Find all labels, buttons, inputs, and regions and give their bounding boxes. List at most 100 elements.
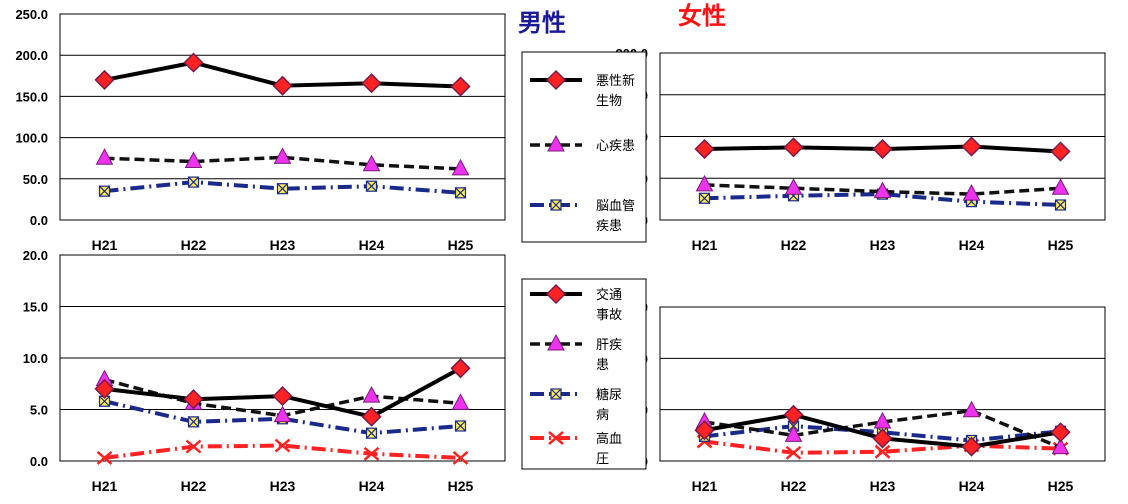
data-point bbox=[694, 420, 715, 441]
x-tick-label: H24 bbox=[359, 478, 385, 494]
legend-marker bbox=[548, 431, 564, 445]
data-point bbox=[784, 178, 803, 195]
data-point bbox=[361, 406, 382, 427]
x-tick-label: H25 bbox=[448, 478, 474, 494]
legend-label: 交通 bbox=[596, 287, 622, 302]
x-tick-label: H24 bbox=[959, 237, 985, 253]
legend-box bbox=[521, 278, 647, 470]
legend-label: 患 bbox=[596, 357, 609, 372]
legend-label: 悪性新 bbox=[596, 73, 635, 88]
data-point bbox=[694, 138, 715, 160]
legend-marker bbox=[550, 388, 562, 400]
x-tick-label: H23 bbox=[270, 237, 296, 253]
data-point bbox=[452, 450, 469, 465]
data-point bbox=[363, 446, 380, 461]
data-point bbox=[785, 445, 802, 460]
series-line bbox=[704, 424, 1061, 443]
legend-item: 心疾患 bbox=[530, 134, 635, 153]
data-point bbox=[1050, 422, 1071, 443]
data-point bbox=[362, 386, 381, 403]
x-tick-label: H23 bbox=[870, 478, 896, 494]
data-point bbox=[872, 428, 893, 449]
x-tick-label: H24 bbox=[359, 237, 385, 253]
legend-label: 圧 bbox=[596, 451, 609, 466]
plot-area bbox=[659, 306, 1106, 462]
data-point bbox=[873, 181, 892, 199]
x-tick-label: H24 bbox=[959, 478, 985, 494]
x-tick-label: H23 bbox=[270, 478, 296, 494]
series-line bbox=[704, 439, 1061, 455]
data-point bbox=[695, 174, 714, 192]
data-point bbox=[183, 389, 204, 410]
x-tick-label: H22 bbox=[181, 478, 207, 494]
series-3 bbox=[98, 176, 467, 199]
y-tick-label: 50.0 bbox=[23, 172, 48, 187]
data-point bbox=[961, 436, 982, 457]
legend-item: 糖尿病 bbox=[530, 387, 622, 422]
legend-marker bbox=[547, 134, 565, 152]
legend-label: 心疾患 bbox=[596, 138, 635, 153]
series-1 bbox=[694, 404, 1071, 457]
series-2 bbox=[695, 174, 1070, 201]
legend-marker bbox=[545, 69, 567, 91]
legend-label: 事故 bbox=[596, 307, 622, 322]
data-point bbox=[961, 136, 982, 157]
female-label: 女性 bbox=[678, 2, 726, 30]
data-point bbox=[962, 184, 981, 201]
legend-label: 高血 bbox=[596, 431, 622, 446]
legend-item: 肝疾患 bbox=[530, 333, 622, 372]
series-1 bbox=[94, 358, 471, 427]
legend-label: 生物 bbox=[596, 93, 622, 108]
data-point bbox=[365, 427, 378, 439]
y-tick-label: 100.0 bbox=[15, 131, 48, 146]
data-point bbox=[1054, 199, 1067, 211]
data-point bbox=[276, 183, 289, 195]
data-point bbox=[273, 147, 292, 164]
chart-male-major: 0.0 50.0 100.0 150.0 200.0 250.0 H21 H22 H23 H24 H… bbox=[15, 7, 506, 253]
data-point bbox=[962, 400, 981, 418]
x-tick-label: H21 bbox=[692, 478, 718, 494]
x-tick-label: H21 bbox=[92, 478, 118, 494]
x-tick-label: H23 bbox=[870, 237, 896, 253]
series-2 bbox=[95, 147, 470, 176]
data-point bbox=[94, 69, 115, 90]
legend-label: 肝疾 bbox=[596, 337, 622, 352]
data-point bbox=[272, 386, 293, 407]
data-point bbox=[874, 444, 891, 459]
data-point bbox=[96, 450, 113, 465]
y-tick-label: 0.0 bbox=[30, 454, 48, 469]
data-point bbox=[450, 76, 471, 97]
series-1 bbox=[694, 136, 1071, 162]
y-tick-label: 20.0 bbox=[23, 248, 48, 263]
plot-area bbox=[59, 254, 506, 462]
y-tick-label: 10.0 bbox=[23, 351, 48, 366]
data-point bbox=[95, 148, 114, 165]
data-point bbox=[274, 438, 291, 453]
y-tick-label: 150.0 bbox=[15, 89, 48, 104]
y-tick-label: 200.0 bbox=[15, 48, 48, 63]
data-point bbox=[361, 73, 382, 94]
data-point bbox=[454, 420, 467, 432]
plot-area bbox=[59, 13, 506, 221]
data-point bbox=[273, 405, 292, 423]
series-line bbox=[104, 399, 461, 436]
data-point bbox=[98, 185, 111, 197]
y-tick-label: 250.0 bbox=[15, 7, 48, 22]
x-tick-label: H25 bbox=[1048, 478, 1074, 494]
data-point bbox=[784, 425, 803, 442]
data-point bbox=[365, 180, 378, 192]
chart-male-minor: 0.0 5.0 10.0 15.0 20.0 H21 H22 H23 H24 H25 bbox=[23, 248, 506, 494]
data-point bbox=[1050, 141, 1071, 162]
legend-box bbox=[521, 51, 647, 243]
x-tick-label: H21 bbox=[692, 237, 718, 253]
data-point bbox=[1051, 178, 1070, 195]
data-point bbox=[451, 393, 470, 410]
series-line bbox=[704, 408, 1062, 450]
y-tick-label: 15.0 bbox=[23, 300, 48, 315]
legend-item: 高血圧 bbox=[530, 431, 622, 466]
